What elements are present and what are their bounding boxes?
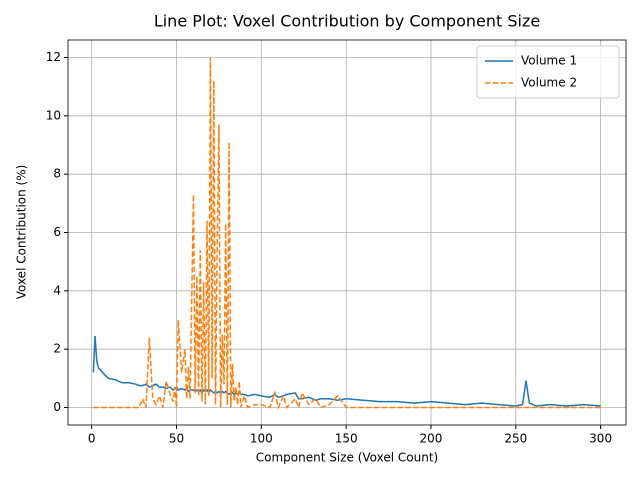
data-line	[92, 335, 601, 407]
x-tick-label: 150	[335, 432, 358, 446]
x-tick-label: 250	[504, 432, 527, 446]
data-line	[93, 57, 601, 411]
y-tick-label: 10	[46, 108, 61, 122]
plot-frame	[67, 39, 627, 426]
y-tick-label: 4	[53, 283, 61, 297]
x-tick-label: 100	[250, 432, 273, 446]
x-tick-label: 50	[169, 432, 184, 446]
x-tick-label: 200	[420, 432, 443, 446]
y-tick-label: 6	[53, 225, 61, 239]
y-tick-label: 0	[53, 400, 61, 414]
legend-box	[476, 45, 620, 99]
y-axis-label: Voxel Contribution (%)	[15, 165, 29, 300]
y-tick-label: 12	[46, 50, 61, 64]
x-tick-label: 300	[589, 432, 612, 446]
x-axis-label: Component Size (Voxel Count)	[256, 451, 438, 465]
y-tick-label: 2	[53, 342, 61, 356]
legend-label: Volume 1	[521, 54, 577, 68]
x-tick-label: 0	[88, 432, 96, 446]
chart-title: Line Plot: Voxel Contribution by Compone…	[154, 12, 540, 31]
y-tick-label: 8	[53, 167, 61, 181]
legend-label: Volume 2	[521, 76, 577, 90]
